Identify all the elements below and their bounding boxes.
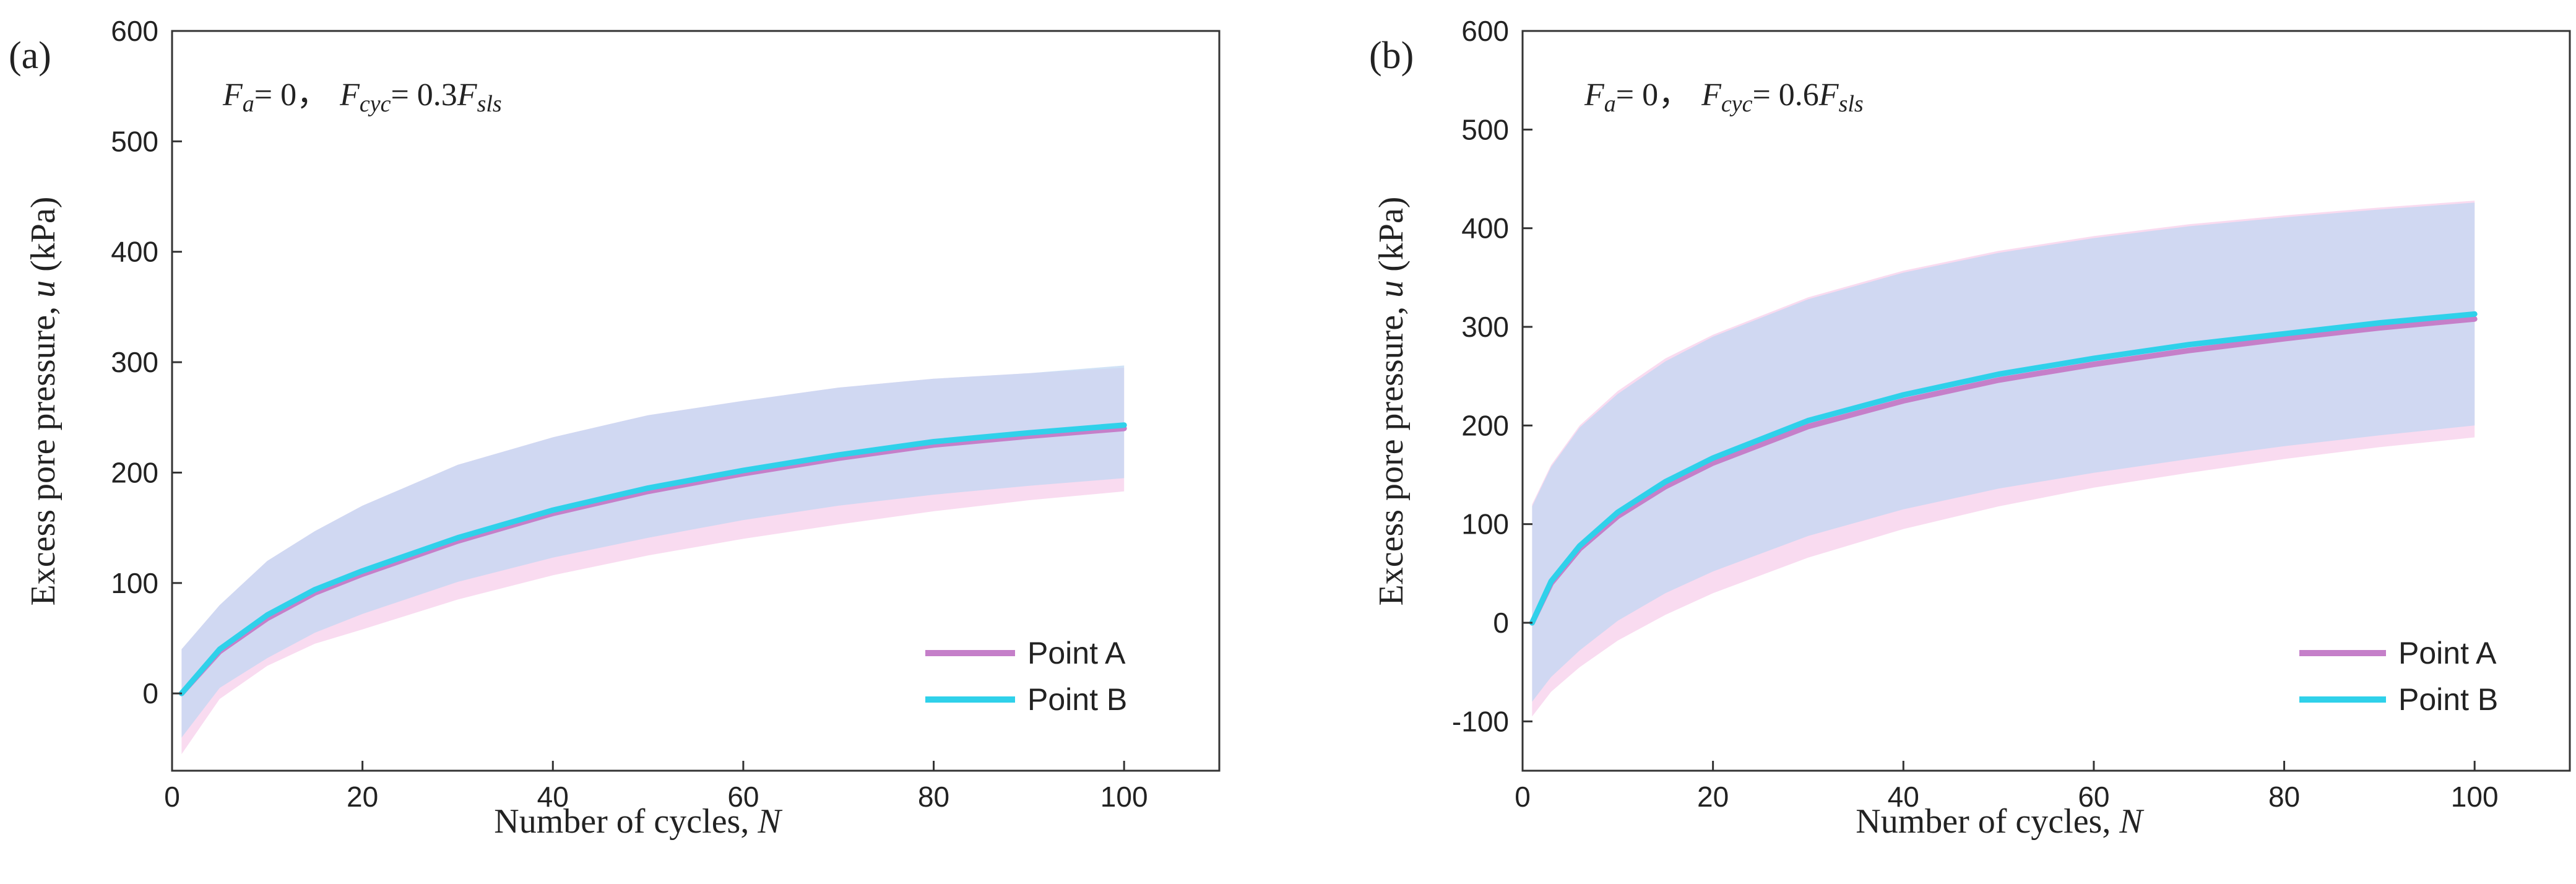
y-tick-label: 200: [111, 456, 158, 488]
legend-label-point-a: Point A: [2398, 636, 2497, 670]
x-tick-label: 100: [1100, 781, 1148, 813]
annotation-sub-cyc: cyc: [1721, 91, 1753, 117]
annotation: Fa= 0， Fcyc= 0.3Fsls: [222, 77, 502, 117]
legend: Point A Point B: [2299, 636, 2498, 717]
x-axis-title-text: Number of cycles,: [1856, 802, 2119, 841]
x-tick-label: 60: [727, 781, 759, 813]
x-tick-label: 20: [1697, 781, 1729, 813]
legend-label-point-b: Point B: [1027, 682, 1127, 717]
annotation-sub-a: a: [1604, 91, 1616, 117]
panel-label: (b): [1369, 35, 1414, 77]
y-axis-title-unit: (kPa): [24, 197, 63, 280]
x-tick-label: 20: [347, 781, 378, 813]
y-tick-label: 200: [1461, 409, 1509, 441]
x-tick-label: 80: [918, 781, 949, 813]
y-axis-title: Excess pore pressure, u (kPa): [24, 197, 63, 606]
x-tick-label: 60: [2078, 781, 2109, 813]
series-lines: [178, 422, 1127, 696]
x-tick-label: 0: [164, 781, 180, 813]
plot-frame: [171, 30, 1221, 772]
annotation-sub-cyc: cyc: [360, 91, 391, 117]
y-tick-label: 500: [1461, 113, 1509, 145]
y-tick-label: 400: [1461, 212, 1509, 245]
annotation-eq2: = 0.3: [391, 77, 457, 113]
y-tick-label: -100: [1452, 705, 1509, 737]
annotation-f1: F: [222, 77, 243, 113]
y-axis-title-var: u: [1372, 280, 1411, 298]
x-tick-label: 80: [2268, 781, 2300, 813]
legend-label-point-a: Point A: [1027, 636, 1126, 670]
annotation: Fa= 0， Fcyc= 0.6Fsls: [1584, 77, 1864, 117]
annotation-eq1: = 0，: [254, 77, 329, 113]
series-line-point-b: [178, 422, 1127, 696]
x-tick-label: 0: [1515, 781, 1531, 813]
y-axis: 0 100 200 300 400 500 600: [111, 15, 182, 709]
bands: [181, 365, 1125, 755]
plot-frame: [1521, 30, 2571, 772]
x-tick-label: 40: [1888, 781, 1919, 813]
y-tick-label: 0: [1493, 607, 1509, 639]
y-axis: -100 0 100 200 300 400 500 600: [1452, 15, 1532, 737]
annotation-f1: F: [1584, 77, 1605, 113]
x-axis-title: Number of cycles, N: [1856, 802, 2144, 841]
y-tick-label: 500: [111, 125, 158, 157]
y-tick-label: 300: [1461, 311, 1509, 343]
annotation-sub-sls: sls: [1839, 91, 1864, 117]
annotation-sub-a: a: [243, 91, 254, 117]
x-axis-title: Number of cycles, N: [494, 802, 782, 841]
y-tick-label: 300: [111, 346, 158, 378]
panel-label: (a): [9, 35, 51, 77]
y-tick-label: 100: [1461, 508, 1509, 540]
x-axis: 0 20 40 60 80 100: [1515, 761, 2499, 813]
annotation-f2: F: [339, 77, 360, 113]
x-axis-title-var: N: [757, 802, 782, 841]
annotation-sub-sls: sls: [477, 91, 502, 117]
y-tick-label: 600: [1461, 15, 1509, 47]
x-axis: 0 20 40 60 80 100: [164, 761, 1148, 813]
y-axis-title-unit: (kPa): [1372, 197, 1411, 280]
y-axis-title: Excess pore pressure, u (kPa): [1372, 197, 1411, 606]
y-tick-label: 600: [111, 15, 158, 47]
bands: [1532, 201, 2475, 717]
x-tick-label: 100: [2451, 781, 2499, 813]
chart-panel-b: (b) 0 20 40 60 80 100 -100 0 100 200 300 400 500 600…: [1369, 15, 2571, 841]
y-axis-title-var: u: [24, 280, 63, 298]
y-tick-label: 400: [111, 236, 158, 268]
annotation-eq2: = 0.6: [1752, 77, 1818, 113]
y-tick-label: 0: [142, 677, 158, 709]
y-tick-label: 100: [111, 567, 158, 599]
x-axis-title-text: Number of cycles,: [494, 802, 758, 841]
legend-label-point-b: Point B: [2398, 682, 2498, 717]
annotation-f2: F: [1701, 77, 1722, 113]
annotation-f3: F: [1818, 77, 1839, 113]
annotation-f3: F: [457, 77, 478, 113]
x-axis-title-var: N: [2119, 802, 2144, 841]
x-tick-label: 40: [537, 781, 569, 813]
annotation-eq1: = 0，: [1616, 77, 1690, 113]
y-axis-title-text: Excess pore pressure,: [1372, 298, 1411, 606]
y-axis-title-text: Excess pore pressure,: [24, 298, 63, 606]
legend: Point A Point B: [925, 636, 1127, 717]
series-lines: [1529, 311, 2478, 626]
series-line-point-b: [1529, 311, 2478, 626]
envelope-point-b: [181, 365, 1125, 738]
envelope-point-b: [1532, 202, 2475, 702]
